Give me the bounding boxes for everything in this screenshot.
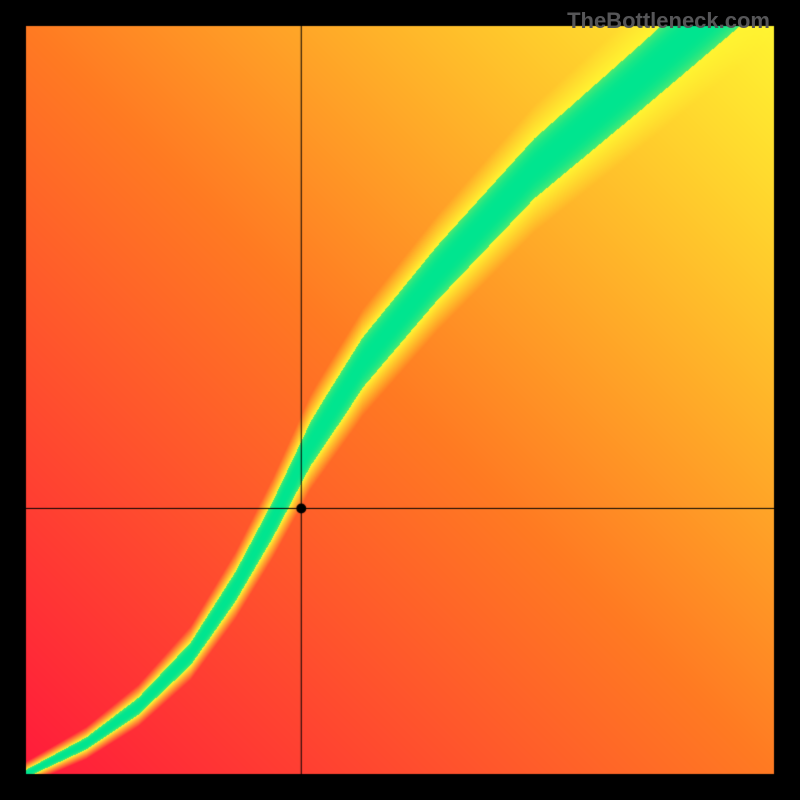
chart-container: TheBottleneck.com [0, 0, 800, 800]
bottleneck-heatmap [0, 0, 800, 800]
watermark-text: TheBottleneck.com [567, 8, 770, 34]
